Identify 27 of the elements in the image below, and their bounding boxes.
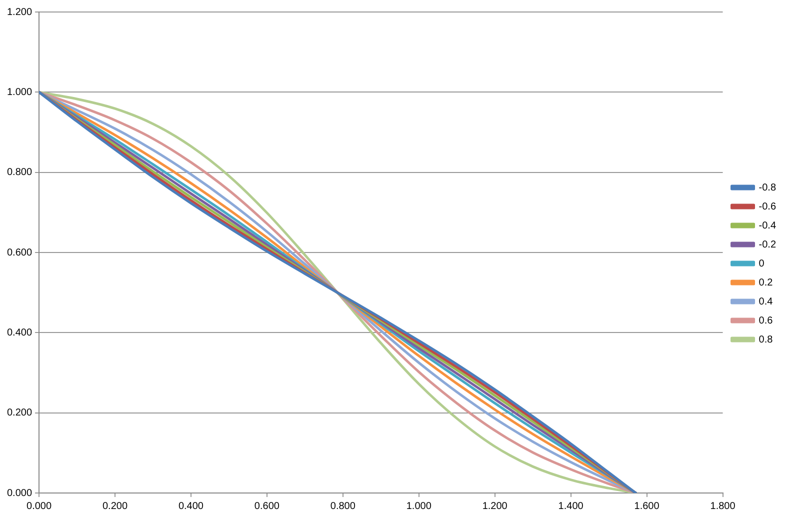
legend-label: 0.8 [758,334,774,346]
x-tick-label: 0.000 [26,500,52,512]
x-tick-label: 1.600 [634,500,660,512]
y-tick-label: 0.000 [6,488,32,499]
legend-label: 0 [758,258,765,270]
x-tick-label: 0.800 [330,500,356,512]
line-series [39,90,638,493]
x-tick-label: 1.400 [558,500,584,512]
legend-label: -0.8 [758,182,776,194]
legend-label: -0.2 [758,239,776,250]
legend-label: 0.4 [758,296,774,308]
legend-label: 0.6 [758,315,774,326]
x-tick-label: 0.600 [254,500,280,512]
y-tick-label: 0.800 [6,167,32,178]
x-tick-label: 1.200 [482,500,508,512]
legend-label: 0.2 [758,277,774,288]
y-tick-label: 0.200 [6,408,32,419]
y-tick-label: 0.400 [6,327,32,338]
x-tick-label: 1.000 [406,500,432,512]
x-tick-label: 0.400 [178,500,204,512]
legend-label: -0.6 [758,201,776,212]
y-tick-label: 0.600 [6,247,32,258]
x-tick-label: 1.800 [710,500,736,512]
y-tick-label: 1.200 [6,6,32,18]
x-tick-label: 0.200 [102,500,128,512]
legend-label: -0.4 [758,220,776,232]
y-tick-label: 1.000 [6,86,32,98]
